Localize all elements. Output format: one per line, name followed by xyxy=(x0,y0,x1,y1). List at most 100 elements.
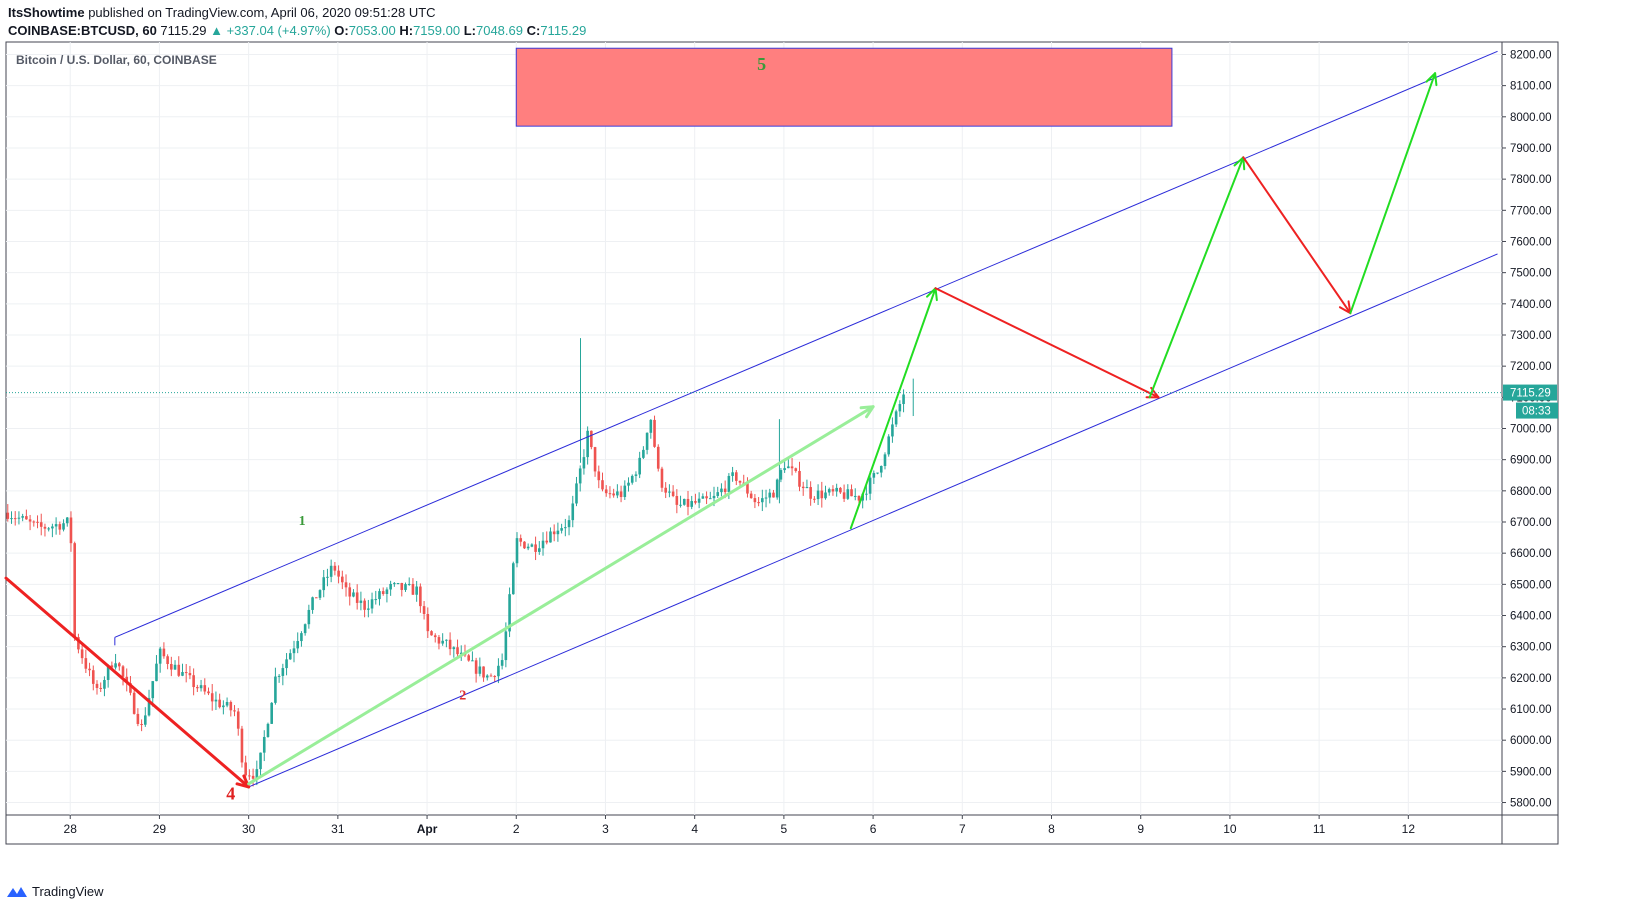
candle-body xyxy=(842,492,846,499)
candle-body xyxy=(296,641,300,649)
time-axis[interactable]: 28 29 30 31 Apr 2 3 4 5 6 7 8 9 10 11 12 xyxy=(64,815,1416,836)
price-tick-label: 5900.00 xyxy=(1510,766,1552,778)
candle-body xyxy=(114,663,117,668)
candle-body xyxy=(337,570,340,577)
candle-body xyxy=(411,583,415,595)
projection-arrow-down xyxy=(934,287,1160,399)
candle-body xyxy=(649,419,653,433)
candle-body xyxy=(642,449,645,458)
projection-arrow-up xyxy=(849,287,937,530)
candle-body xyxy=(582,457,586,469)
candle-body xyxy=(84,658,88,669)
price-tick-label: 6700.00 xyxy=(1510,517,1552,529)
candle-body xyxy=(151,681,155,699)
candle-body xyxy=(106,665,110,680)
candle-body xyxy=(233,710,236,712)
chart-frame xyxy=(5,41,1559,845)
candle-body xyxy=(671,491,675,497)
candle-body xyxy=(567,520,571,528)
time-tick-label: 8 xyxy=(1048,822,1055,836)
candle-body xyxy=(322,577,326,591)
candle-body xyxy=(653,419,656,447)
target-zone[interactable] xyxy=(515,47,1173,127)
arrow-head xyxy=(859,405,875,419)
candle-body xyxy=(91,670,95,684)
candle-body xyxy=(827,489,831,493)
time-tick-label: Apr xyxy=(417,822,438,836)
drawing-tools[interactable] xyxy=(4,50,1498,789)
candle-body xyxy=(868,477,872,494)
price-axis[interactable]: 5800.00 5900.00 6000.00 6100.00 6200.00 6300.… xyxy=(1502,49,1552,810)
change-value: +337.04 (+4.97%) xyxy=(226,23,331,38)
candle-body xyxy=(155,663,158,682)
last-price-badge xyxy=(1503,384,1557,401)
candle-body xyxy=(140,723,143,725)
time-tick-label: 31 xyxy=(331,822,345,836)
price-tick-label: 7400.00 xyxy=(1510,299,1552,311)
candle-body xyxy=(839,487,842,493)
candle-body xyxy=(21,516,24,518)
candle-body xyxy=(25,516,28,520)
candle-body xyxy=(701,496,705,499)
candle-body xyxy=(415,586,418,595)
candle-body xyxy=(712,495,716,499)
price-tick-label: 7200.00 xyxy=(1510,361,1552,373)
candle-body xyxy=(170,663,173,670)
candle-body xyxy=(251,775,255,779)
candle-body xyxy=(772,492,775,498)
publish-info: published on TradingView.com, April 06, … xyxy=(88,5,436,20)
candle-body xyxy=(523,541,526,549)
price-tick-label: 7900.00 xyxy=(1510,143,1552,155)
price-tick-label: 7700.00 xyxy=(1510,205,1552,217)
candle-body xyxy=(787,466,790,469)
candle-body xyxy=(560,528,563,531)
publish-line: ItsShowtime published on TradingView.com… xyxy=(8,4,586,22)
candle-body xyxy=(761,498,764,503)
author-name[interactable]: ItsShowtime xyxy=(8,5,85,20)
candle-body xyxy=(248,775,251,777)
time-tick-label: 5 xyxy=(781,822,788,836)
price-tick-label: 7600.00 xyxy=(1510,236,1552,248)
candle-body xyxy=(210,693,214,702)
arrow-head xyxy=(1425,72,1438,87)
candle-body xyxy=(39,522,43,527)
candle-body xyxy=(404,584,407,590)
candle-body xyxy=(77,637,80,650)
candle-body xyxy=(630,475,634,483)
candle-body xyxy=(664,487,667,493)
candle-body xyxy=(500,660,504,666)
candle-body xyxy=(813,498,816,500)
time-tick-label: 4 xyxy=(691,822,698,836)
high-value: 7159.00 xyxy=(413,23,461,38)
candle-body xyxy=(196,687,199,689)
close-value: 7115.29 xyxy=(540,23,587,38)
candle-body xyxy=(508,594,511,632)
candle-body xyxy=(103,679,106,689)
candle-body xyxy=(17,517,21,519)
price-tick-label: 7000.00 xyxy=(1510,424,1552,436)
candle-body xyxy=(441,640,444,644)
candle-body xyxy=(824,492,827,499)
time-tick-label: 3 xyxy=(602,822,609,836)
candle-body xyxy=(883,454,887,467)
price-tick-label: 6900.00 xyxy=(1510,455,1552,467)
candle-body xyxy=(132,692,136,714)
candle-body xyxy=(668,491,671,493)
candle-body xyxy=(757,502,760,504)
candle-body xyxy=(229,702,233,711)
ohlc-line: COINBASE:BTCUSD, 60 7115.29 ▲ +337.04 (+… xyxy=(8,22,586,40)
candle-body xyxy=(88,668,91,671)
candle-body xyxy=(262,736,266,753)
candle-body xyxy=(419,586,422,607)
candle-body xyxy=(214,699,218,702)
candle-body xyxy=(478,666,482,674)
candle-body xyxy=(240,728,244,763)
candle-body xyxy=(125,676,129,684)
last-price-label: 7115.29 xyxy=(1510,388,1551,400)
candle-body xyxy=(99,687,103,689)
candle-body xyxy=(259,752,262,770)
tradingview-footer[interactable]: TradingView xyxy=(6,884,104,899)
candle-body xyxy=(493,676,497,678)
candle-body xyxy=(225,702,229,706)
